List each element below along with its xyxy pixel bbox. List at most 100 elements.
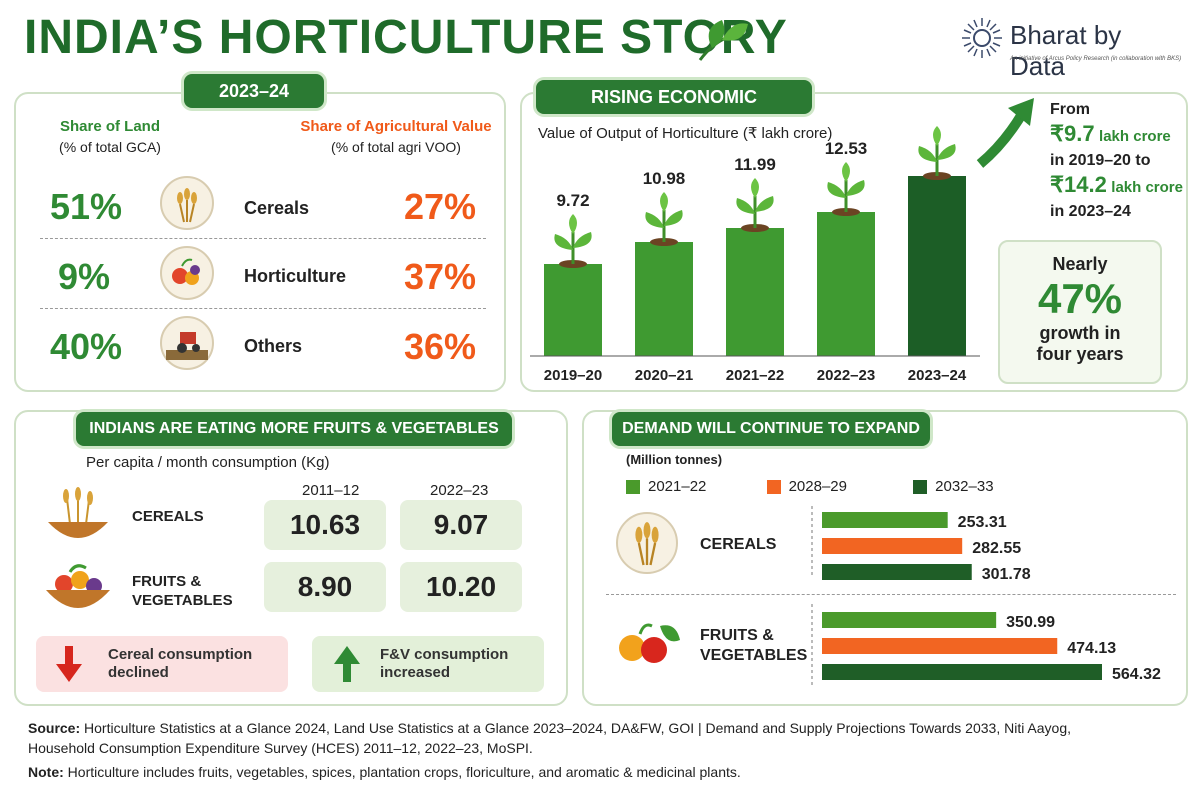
sprout-icon — [645, 192, 683, 246]
fv-2022-value: 10.20 — [400, 562, 522, 612]
brand-name: Bharat by Data — [1010, 20, 1122, 81]
demand-bar-chart: 253.31 282.55 301.78 350.99 474.13 564.32 — [811, 506, 1161, 686]
sprout-icon — [918, 126, 956, 180]
growth-arrow-icon — [976, 98, 1034, 168]
bar-value-label: 350.99 — [1006, 614, 1055, 631]
demand-divider — [606, 594, 1176, 595]
eating-fv-label-1: FRUITS & — [132, 573, 202, 590]
demand-unit-label: (Million tonnes) — [626, 452, 723, 467]
callout-value-2019: ₹9.7 — [1050, 121, 1095, 146]
bar-2022–23 — [817, 212, 875, 356]
growth-percent: 47% — [1037, 275, 1123, 322]
sprout-icon — [827, 162, 865, 216]
bar-2032–33 — [822, 564, 972, 580]
bar-2032–33 — [822, 664, 1102, 680]
source-text-1: Horticulture Statistics at a Glance 2024… — [84, 720, 1072, 736]
land-header: Share of Land (% of total GCA) — [40, 118, 180, 155]
economic-pill: RISING ECONOMIC CONTRIBUTION — [536, 80, 812, 141]
land-share-horticulture: 9% — [58, 256, 111, 297]
up-arrow-icon — [334, 646, 360, 682]
growth-nearly: Nearly — [1052, 254, 1108, 274]
bar-2019–20 — [544, 264, 602, 356]
brand-tagline: An initiative of Arcus Policy Research (… — [1010, 56, 1182, 62]
land-share-panel — [14, 92, 506, 392]
legend-item-2021: 2021–22 — [626, 478, 706, 495]
cereal-decline-line1: Cereal consumption — [108, 646, 253, 663]
col-header-2011: 2011–12 — [302, 482, 360, 499]
bar-2021–22 — [726, 228, 784, 356]
growth-text-1: growth in — [1039, 323, 1121, 343]
growth-callout: From ₹9.7 lakh crore in 2019–20 to ₹14.2… — [1050, 98, 1190, 224]
wheat-icon — [160, 176, 214, 230]
fv-increase-line2: increased — [380, 664, 451, 681]
land-header-sub: (% of total GCA) — [59, 139, 161, 155]
cereals-2011-value: 10.63 — [264, 500, 386, 550]
bar-value-label: 9.72 — [556, 191, 589, 210]
callout-value-2023: ₹14.2 — [1050, 172, 1107, 197]
row-divider — [40, 308, 486, 309]
demand-legend: 2021–22 2028–29 2032–33 — [626, 478, 994, 495]
bar-value-label: 282.55 — [972, 540, 1021, 557]
tractor-icon — [160, 316, 214, 370]
category-others: Others — [244, 336, 303, 356]
cereals-2022-value: 9.07 — [400, 500, 522, 550]
economic-bar-chart: 9.72 2019–20 10.98 2020–21 11.99 2021–22 12.53… — [530, 118, 980, 384]
value-share-horticulture: 37% — [404, 256, 477, 297]
bar-value-label: 301.78 — [982, 566, 1031, 583]
bar-2023–24 — [908, 176, 966, 356]
value-share-cereals: 27% — [404, 186, 477, 227]
col-header-2022: 2022–23 — [430, 482, 489, 499]
callout-from: From — [1050, 101, 1090, 118]
bar-value-label: 474.13 — [1067, 640, 1116, 657]
year-pill: 2023–24 — [184, 74, 324, 108]
row-divider — [40, 238, 486, 239]
demand-fv-label-2: VEGETABLES — [700, 647, 808, 664]
bar-2020–21 — [635, 242, 693, 356]
fruits-icon — [160, 246, 214, 300]
cereal-bowl-icon — [40, 484, 116, 553]
demand-fv-label-1: FRUITS & — [700, 627, 774, 644]
source-label: Source: — [28, 720, 81, 736]
source-note: Source: Horticulture Statistics at a Gla… — [28, 718, 1188, 782]
bar-value-label: 11.99 — [734, 155, 776, 174]
value-header-title: Share of Agricultural Value — [300, 118, 492, 135]
callout-in-2023: in 2023–24 — [1050, 203, 1131, 220]
x-tick-label: 2020–21 — [635, 367, 693, 384]
demand-pill: DEMAND WILL CONTINUE TO EXPAND — [612, 412, 930, 446]
x-tick-label: 2019–20 — [544, 367, 602, 384]
land-header-title: Share of Land — [59, 118, 160, 135]
demand-cereals-label: CEREALS — [700, 536, 777, 553]
note-label: Note: — [28, 764, 64, 780]
category-cereals: Cereals — [244, 198, 310, 218]
demand-vegetables-icon — [610, 612, 686, 677]
bar-2028–29 — [822, 638, 1058, 654]
demand-fv-label: FRUITS & VEGETABLES — [700, 626, 807, 666]
eating-fv-label: FRUITS & VEGETABLES — [132, 572, 233, 610]
legend-item-2028: 2028–29 — [766, 478, 847, 495]
demand-wheat-icon — [616, 512, 678, 574]
land-share-others: 40% — [50, 326, 123, 367]
bar-2028–29 — [822, 538, 963, 554]
fruit-basket-icon — [40, 560, 116, 625]
callout-unit-1: lakh crore — [1099, 128, 1171, 145]
down-arrow-icon — [56, 646, 82, 682]
value-header: Share of Agricultural Value (% of total … — [296, 118, 496, 155]
bar-value-label: 564.32 — [1112, 666, 1161, 683]
x-tick-label: 2022–23 — [817, 367, 875, 384]
bar-value-label: 253.31 — [958, 514, 1007, 531]
bar-2021–22 — [822, 612, 997, 628]
eating-fv-label-2: VEGETABLES — [132, 592, 233, 609]
callout-unit-2: lakh crore — [1111, 179, 1183, 196]
economic-chart-title: Value of Output of Horticulture (₹ lakh … — [538, 125, 833, 142]
land-share-cereals: 51% — [50, 186, 123, 227]
eating-cereals-label: CEREALS — [132, 508, 204, 525]
page-title: INDIA’S HORTICULTURE STORY — [24, 11, 788, 64]
note-text: Horticulture includes fruits, vegetables… — [67, 764, 741, 780]
sprout-icon — [736, 178, 774, 232]
source-text-2: Household Consumption Expenditure Survey… — [28, 740, 533, 756]
value-header-sub: (% of total agri VOO) — [331, 139, 461, 155]
demand-panel — [582, 410, 1188, 706]
bar-2021–22 — [822, 512, 948, 528]
leaf-icon — [692, 14, 752, 64]
bar-value-label: 12.53 — [825, 139, 868, 158]
